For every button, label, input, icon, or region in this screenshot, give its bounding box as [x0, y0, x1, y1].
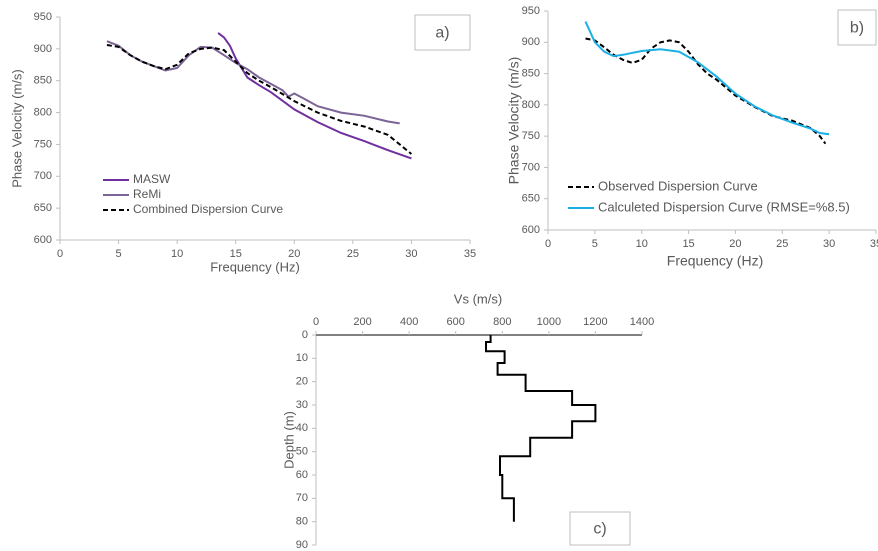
x-tick-label: 30: [823, 238, 835, 250]
series-line: [217, 32, 412, 160]
x-tick-label: 0: [545, 238, 551, 250]
panel-label: a): [435, 25, 449, 42]
y-tick-label: 600: [522, 224, 540, 236]
y-tick-label: 850: [34, 75, 52, 87]
x-tick-label: 10: [171, 248, 183, 260]
series-line: [585, 37, 827, 145]
y-tick-label: 700: [522, 161, 540, 173]
y-tick-label: 0: [302, 329, 308, 341]
x-tick-label: 15: [682, 238, 694, 250]
series-line: [485, 335, 597, 522]
y-tick-label: 60: [296, 469, 308, 481]
y-tick-label: 950: [34, 11, 52, 23]
y-axis-title: Phase Velocity (m/s): [9, 69, 24, 188]
panel-label: b): [850, 20, 864, 37]
y-axis-title: Phase Velocity (m/s): [506, 57, 522, 185]
y-tick-label: 90: [296, 539, 308, 551]
legend-label: Calculeted Dispersion Curve (RMSE=%8.5): [598, 199, 850, 214]
x-tick-label: 35: [464, 248, 476, 260]
x-tick-label: 800: [493, 316, 511, 328]
x-tick-label: 15: [230, 248, 242, 260]
y-tick-label: 50: [296, 446, 308, 458]
panel-label-box: [569, 511, 631, 546]
x-axis-title: Frequency (Hz): [210, 259, 300, 274]
x-tick-label: 200: [353, 316, 371, 328]
x-tick-label: 5: [592, 238, 598, 250]
y-tick-label: 750: [34, 138, 52, 150]
x-tick-label: 600: [447, 316, 465, 328]
x-tick-label: 25: [776, 238, 788, 250]
x-axis-title: Vs (m/s): [454, 291, 502, 306]
x-tick-label: 30: [405, 248, 417, 260]
x-tick-label: 25: [347, 248, 359, 260]
y-tick-label: 700: [34, 170, 52, 182]
x-tick-label: 5: [116, 248, 122, 260]
y-tick-label: 950: [522, 5, 540, 17]
x-tick-label: 1000: [537, 316, 561, 328]
y-tick-label: 30: [296, 399, 308, 411]
legend-label: Observed Dispersion Curve: [598, 178, 758, 193]
y-tick-label: 600: [34, 234, 52, 246]
legend-label: MASW: [133, 172, 171, 186]
x-tick-label: 20: [288, 248, 300, 260]
legend-label: ReMi: [133, 187, 161, 201]
y-tick-label: 70: [296, 492, 308, 504]
y-tick-label: 650: [522, 193, 540, 205]
y-tick-label: 750: [522, 130, 540, 142]
legend-label: Combined Dispersion Curve: [133, 202, 283, 216]
panel-label-box: [414, 14, 471, 51]
y-tick-label: 800: [522, 99, 540, 111]
y-tick-label: 40: [296, 422, 308, 434]
y-tick-label: 80: [296, 516, 308, 528]
series-line: [106, 44, 413, 155]
y-tick-label: 650: [34, 202, 52, 214]
y-tick-label: 10: [296, 352, 308, 364]
panel-label: c): [593, 521, 606, 538]
y-tick-label: 850: [522, 67, 540, 79]
y-axis-title: Depth (m): [281, 411, 296, 469]
x-tick-label: 1400: [630, 316, 654, 328]
x-tick-label: 35: [870, 238, 878, 250]
x-tick-label: 400: [400, 316, 418, 328]
y-tick-label: 900: [522, 36, 540, 48]
y-tick-label: 900: [34, 43, 52, 55]
x-tick-label: 20: [729, 238, 741, 250]
panel-label-box: [837, 9, 877, 46]
y-tick-label: 20: [296, 376, 308, 388]
series-line: [584, 21, 830, 136]
x-tick-label: 1200: [583, 316, 607, 328]
x-axis-title: Frequency (Hz): [667, 253, 763, 269]
x-tick-label: 10: [636, 238, 648, 250]
y-tick-label: 800: [34, 106, 52, 118]
x-tick-label: 0: [313, 316, 319, 328]
x-tick-label: 0: [57, 248, 63, 260]
